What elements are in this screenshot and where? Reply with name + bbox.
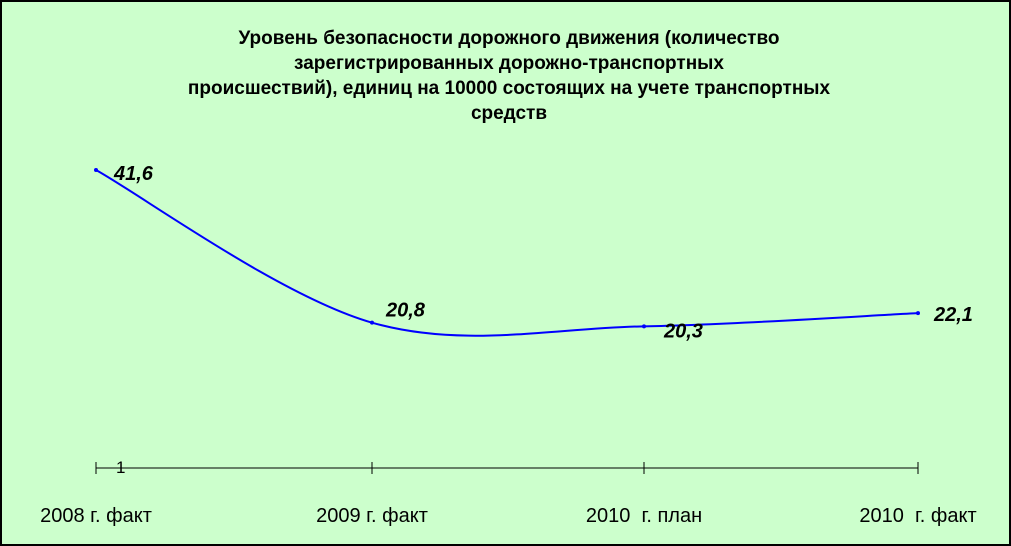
chart-title-line-4: средств xyxy=(471,103,547,124)
x-axis-labels: 2008 г. факт 2009 г. факт 2010 г. план 2010… xyxy=(40,505,977,527)
x-tick-label: 2009 г. факт xyxy=(316,505,428,527)
data-point xyxy=(370,320,374,325)
data-label: 41,6 xyxy=(113,163,154,185)
data-label: 20,3 xyxy=(663,320,703,342)
data-label: 22,1 xyxy=(933,304,973,326)
chart-title: Уровень безопасности дорожного движения … xyxy=(188,28,831,124)
axis-annotation: 1 xyxy=(116,458,125,477)
data-point xyxy=(94,168,98,172)
x-axis-ticks xyxy=(95,462,919,474)
chart-title-line-1: Уровень безопасности дорожного движения … xyxy=(238,28,779,49)
data-point xyxy=(642,324,646,329)
data-label: 20,8 xyxy=(385,300,426,322)
series-line xyxy=(95,169,919,337)
data-points xyxy=(94,168,920,329)
chart-title-line-3: происшествий), единиц на 10000 состоящих… xyxy=(188,78,831,99)
x-tick-label: 2010 г. план xyxy=(586,505,702,527)
x-tick-label: 2010 г. факт xyxy=(859,505,976,527)
data-labels: 41,6 20,8 20,3 22,1 xyxy=(113,163,973,342)
x-tick-label: 2008 г. факт xyxy=(40,505,152,527)
chart-title-line-2: зарегистрированных дорожно-транспортных xyxy=(294,53,724,74)
data-point xyxy=(916,311,920,316)
